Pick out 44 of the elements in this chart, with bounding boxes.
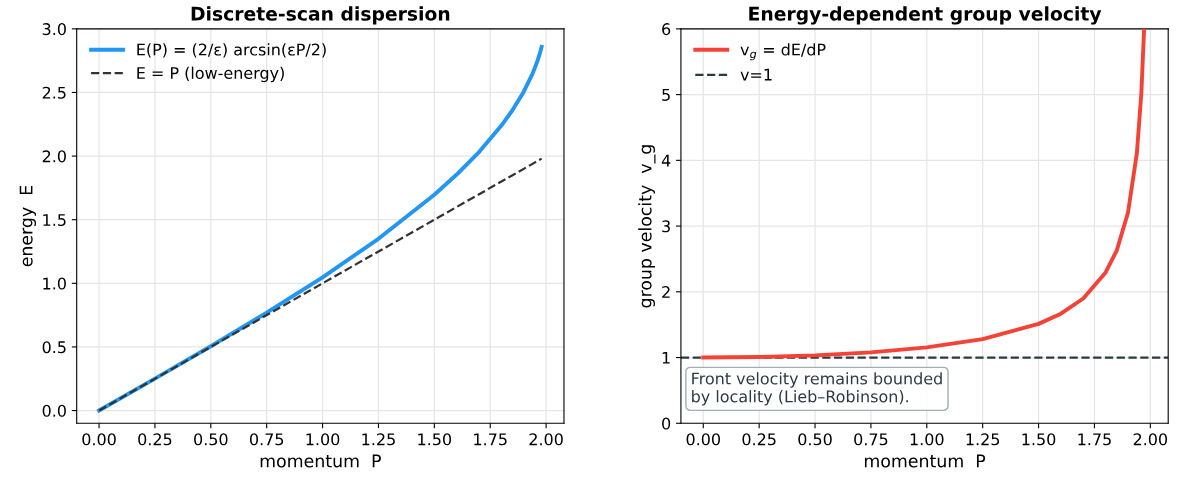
x-tick-label: 0.25 bbox=[742, 433, 776, 446]
x-tick-label: 0.75 bbox=[854, 433, 888, 446]
x-tick-label: 2.00 bbox=[1133, 433, 1168, 446]
x-tick-label: 0.00 bbox=[82, 433, 116, 446]
x-tick-label: 1.50 bbox=[1022, 433, 1056, 446]
annotation: Front velocity remains bounded by locality (Lieb–Robinson). bbox=[692, 372, 942, 406]
x-tick-label: 0.50 bbox=[798, 433, 832, 446]
x-tick-label: 1.00 bbox=[306, 433, 340, 446]
y-tick-label: 2.0 bbox=[42, 150, 66, 163]
y-tick-label: 3 bbox=[662, 220, 670, 233]
x-axis-title: momentum P bbox=[864, 454, 986, 468]
y-tick-label: 2 bbox=[662, 286, 670, 298]
y-tick-label: 5 bbox=[662, 89, 670, 101]
legend-label: v$_{g}$ = dE/dP bbox=[740, 43, 826, 61]
x-tick-label: 1.25 bbox=[362, 433, 395, 446]
x-tick-label: 0.25 bbox=[138, 433, 172, 446]
x-tick-label: 1.25 bbox=[966, 433, 1000, 446]
y-tick-label: 3.0 bbox=[42, 23, 66, 36]
chart-title: Energy-dependent group velocity bbox=[749, 6, 1102, 25]
x-axis-title: momentum P bbox=[260, 454, 381, 468]
line-series bbox=[701, 28, 1147, 360]
x-tick-label: 1.75 bbox=[1078, 433, 1111, 446]
x-tick-label: 1.75 bbox=[474, 433, 507, 446]
y-axis-title: energy E bbox=[19, 185, 37, 267]
x-tick-label: 0.50 bbox=[194, 433, 228, 446]
x-tick-label: 1.00 bbox=[910, 433, 944, 446]
y-tick-label: 1.0 bbox=[43, 277, 66, 290]
y-axis-title: group velocity v_g bbox=[638, 145, 656, 308]
y-tick-label: 0.0 bbox=[42, 404, 66, 417]
x-tick-label: 0.00 bbox=[686, 433, 720, 446]
y-tick-label: 4 bbox=[661, 154, 671, 167]
legend-label: E(P) = (2/ε) arcsin(εP/2) bbox=[137, 43, 326, 58]
legend-label: E = P (low-energy) bbox=[137, 66, 284, 83]
y-tick-label: 1 bbox=[662, 351, 670, 364]
y-tick-label: 6 bbox=[662, 23, 671, 36]
legend-label: v=1 bbox=[740, 68, 772, 81]
y-tick-label: 0.5 bbox=[42, 341, 66, 354]
x-tick-label: 0.75 bbox=[249, 433, 284, 446]
y-tick-label: 1.5 bbox=[43, 214, 66, 226]
y-tick-label: 0 bbox=[662, 417, 671, 430]
y-tick-label: 2.5 bbox=[42, 86, 66, 99]
chart-title: Discrete-scan dispersion bbox=[191, 6, 450, 25]
x-tick-label: 2.00 bbox=[529, 433, 563, 446]
x-tick-label: 1.50 bbox=[418, 433, 452, 446]
